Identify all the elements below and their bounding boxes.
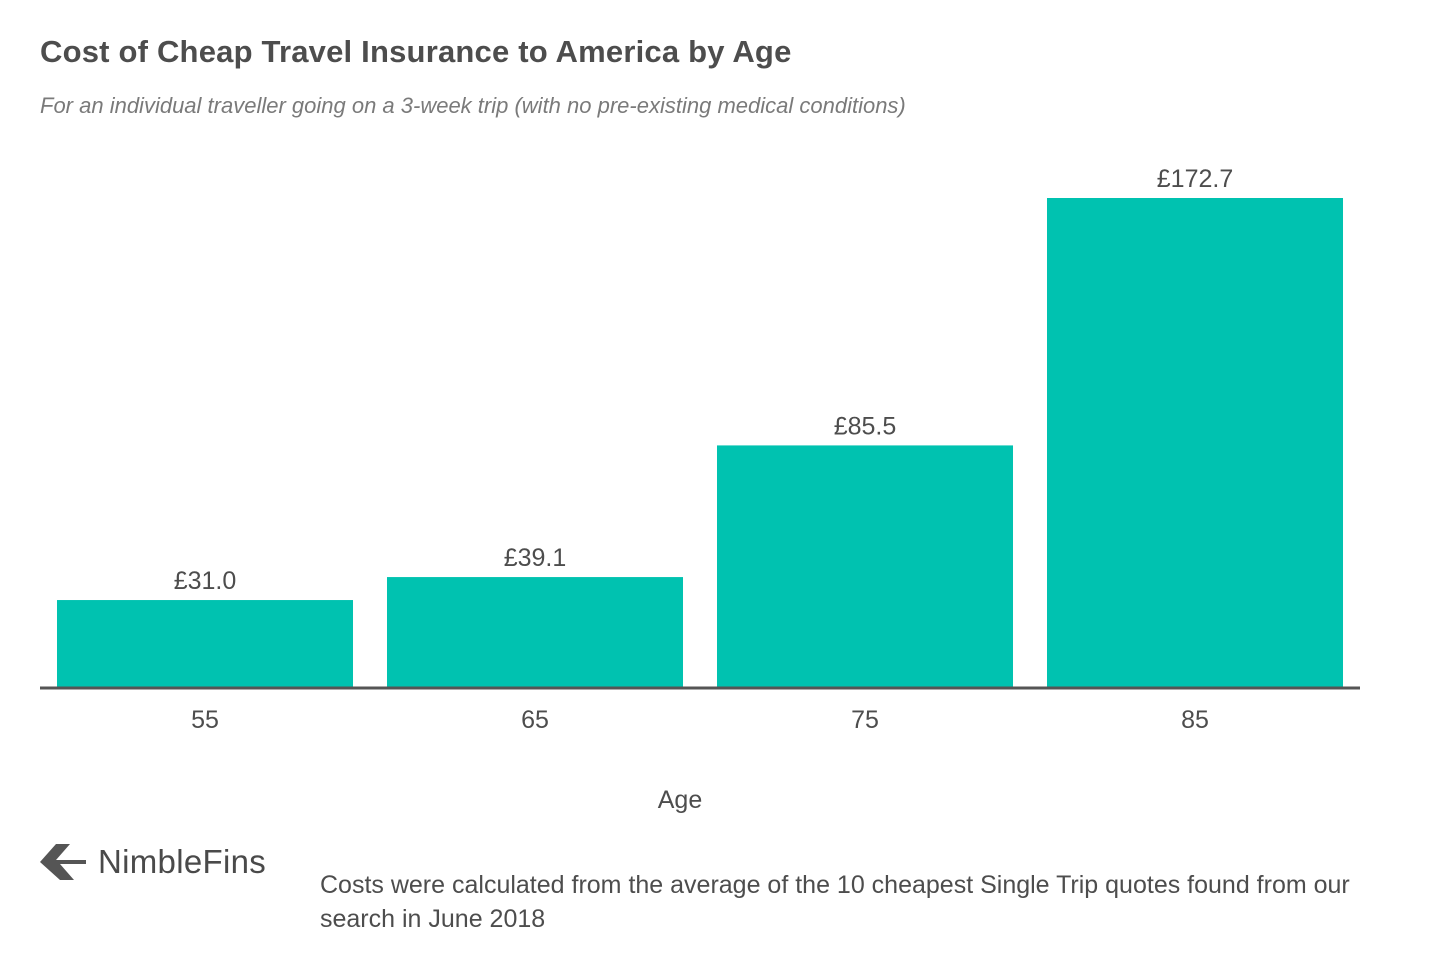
data-label-65: £39.1 [504, 544, 567, 572]
brand-name: NimbleFins [98, 843, 267, 880]
data-labels-group: £31.0 £39.1 £85.5 £172.7 [174, 165, 1234, 595]
chart-subtitle: For an individual traveller going on a 3… [40, 93, 906, 118]
x-tick-label-65: 65 [521, 706, 549, 734]
data-label-55: £31.0 [174, 567, 237, 595]
x-axis-title: Age [658, 786, 702, 814]
bar-85 [1046, 198, 1344, 688]
x-tick-label-55: 55 [191, 706, 219, 734]
x-tick-label-75: 75 [851, 706, 879, 734]
x-tick-label-85: 85 [1181, 706, 1209, 734]
bar-75 [716, 445, 1014, 688]
data-label-75: £85.5 [834, 412, 897, 440]
bar-55 [56, 600, 354, 688]
x-tick-labels-group: 55 65 75 85 [191, 706, 1209, 734]
footnote: Costs were calculated from the average o… [320, 871, 1350, 933]
data-label-85: £172.7 [1157, 165, 1233, 193]
bar-65 [386, 577, 684, 688]
chevron-left-logo-icon [40, 844, 86, 880]
bars-group [56, 198, 1344, 688]
chart-title: Cost of Cheap Travel Insurance to Americ… [40, 34, 792, 69]
brand-logo: NimbleFins [40, 842, 266, 882]
